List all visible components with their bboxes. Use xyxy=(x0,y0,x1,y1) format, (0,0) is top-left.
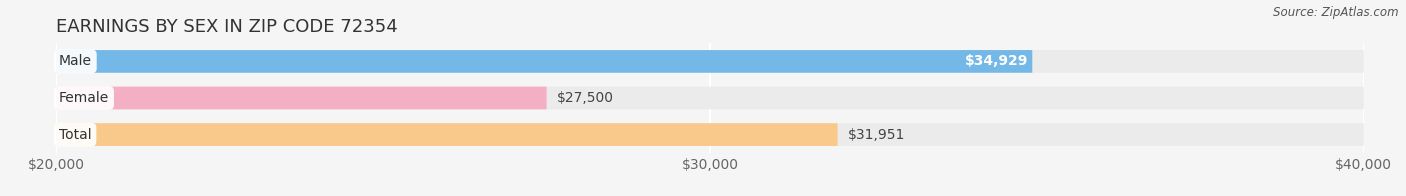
FancyBboxPatch shape xyxy=(56,87,547,109)
Text: Male: Male xyxy=(59,54,91,68)
Text: Source: ZipAtlas.com: Source: ZipAtlas.com xyxy=(1274,6,1399,19)
Text: EARNINGS BY SEX IN ZIP CODE 72354: EARNINGS BY SEX IN ZIP CODE 72354 xyxy=(56,18,398,36)
FancyBboxPatch shape xyxy=(56,50,1364,73)
Text: $31,951: $31,951 xyxy=(848,128,905,142)
Text: Total: Total xyxy=(59,128,91,142)
FancyBboxPatch shape xyxy=(56,123,838,146)
Text: $34,929: $34,929 xyxy=(965,54,1028,68)
FancyBboxPatch shape xyxy=(56,87,1364,109)
FancyBboxPatch shape xyxy=(56,123,1364,146)
FancyBboxPatch shape xyxy=(56,50,1032,73)
Text: Female: Female xyxy=(59,91,110,105)
Text: $27,500: $27,500 xyxy=(557,91,614,105)
